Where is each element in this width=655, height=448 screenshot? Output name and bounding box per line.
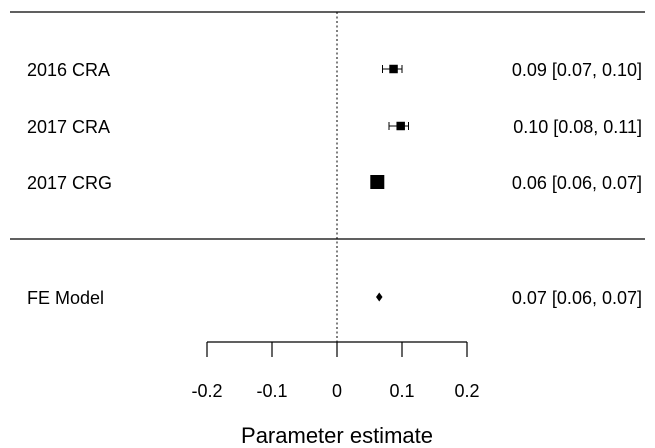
summary-diamond [376,292,383,302]
summary-row: FE Model 0.07 [0.06, 0.07] [27,288,642,308]
study-row: 2017 CRA 0.10 [0.08, 0.11] [27,117,642,137]
estimate-marker [389,64,398,74]
study-label: 2017 CRA [27,117,110,137]
study-label: 2017 CRG [27,173,112,193]
study-row: 2016 CRA 0.09 [0.07, 0.10] [27,60,642,80]
x-axis: -0.2 -0.1 0 0.1 0.2 Parameter estimate [191,341,480,448]
estimate-marker [370,175,385,189]
x-tick-label: 0.1 [389,381,414,401]
x-axis-title: Parameter estimate [241,423,433,448]
summary-label: FE Model [27,288,104,308]
x-tick-label: -0.1 [256,381,287,401]
study-label: 2016 CRA [27,60,110,80]
ci-label: 0.06 [0.06, 0.07] [512,173,642,193]
study-row: 2017 CRG 0.06 [0.06, 0.07] [27,173,642,193]
estimate-marker [396,121,405,131]
x-tick-label: 0.2 [454,381,479,401]
summary-ci-label: 0.07 [0.06, 0.07] [512,288,642,308]
x-tick-label: -0.2 [191,381,222,401]
x-tick-label: 0 [332,381,342,401]
ci-label: 0.10 [0.08, 0.11] [513,117,642,137]
ci-label: 0.09 [0.07, 0.10] [512,60,642,80]
